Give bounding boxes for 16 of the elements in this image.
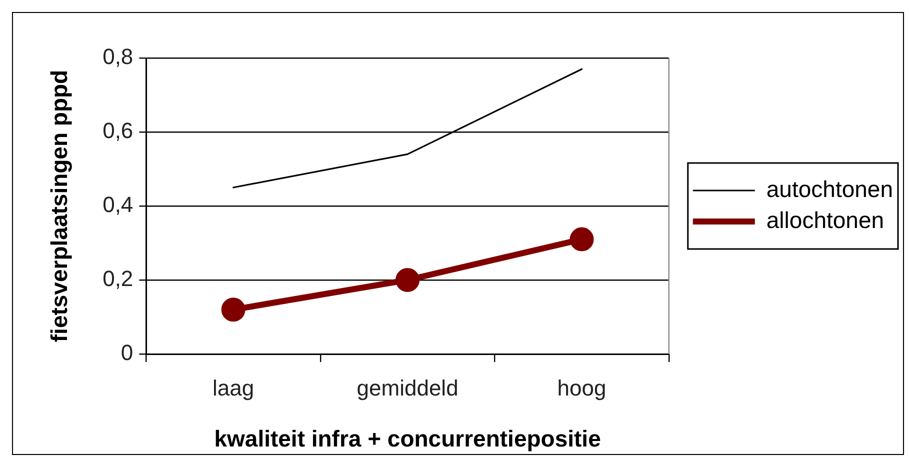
outer-frame: kwaliteit infra + concurrentiepositie fietsverplaatsingen pppd autochtonen allochtonen laag gemiddeld hoog 0 0,2 0,4 0,6 0,8 [12, 12, 904, 455]
point [570, 227, 594, 252]
y-tick-label: 0,6 [102, 118, 134, 144]
y-tick-label: 0 [120, 340, 134, 366]
x-axis-title: kwaliteit infra + concurrentiepositie [214, 426, 601, 452]
legend-label: autochtonen [766, 176, 894, 202]
x-tick-label: laag [212, 375, 254, 400]
x-tick-label: hoog [557, 375, 606, 400]
legend-label: allochtonen [766, 206, 884, 233]
y-tick-label: 0,8 [102, 44, 134, 70]
y-axis-title: fietsverplaatsingen pppd [46, 70, 72, 342]
y-tick-label: 0,2 [102, 266, 134, 292]
y-tick-label: 0,4 [102, 192, 134, 218]
x-tick-label: gemiddeld [356, 375, 458, 400]
point [221, 298, 246, 322]
point [396, 268, 420, 292]
